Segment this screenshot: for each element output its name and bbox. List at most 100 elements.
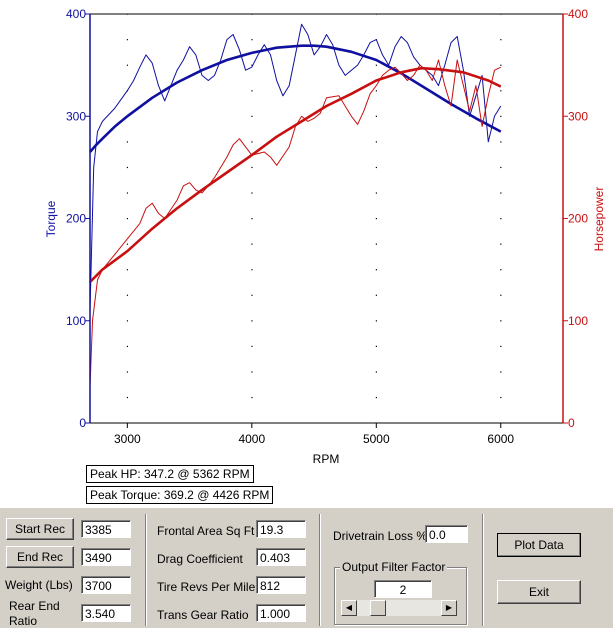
axes: 3000 4000 5000 6000010020030040001002003004… — [66, 7, 588, 446]
drivetrain-loss-label: Drivetrain Loss % — [333, 529, 428, 543]
grid-dot — [251, 141, 253, 143]
grid-dot — [251, 218, 253, 220]
plot-data-button[interactable]: Plot Data — [497, 533, 581, 557]
rear-end-ratio-input[interactable]: 3.540 — [81, 604, 131, 622]
grid-dot — [126, 396, 129, 399]
drivetrain-loss-input[interactable]: 0.0 — [425, 525, 468, 543]
grid-dot — [500, 166, 502, 169]
output-filter-scrollbar[interactable]: ◀ ▶ — [341, 600, 457, 616]
grid-dot — [375, 90, 377, 92]
grid-dot — [375, 269, 377, 271]
right-axis-label: Horsepower — [592, 187, 606, 252]
x-tick-label: 5000 — [363, 432, 390, 446]
grid-dot — [251, 64, 253, 66]
separator — [482, 514, 484, 626]
grid-dot — [126, 13, 129, 15]
x-tick-label: 3000 — [114, 432, 141, 446]
left-tick-label: 400 — [66, 7, 86, 21]
grid-dot — [375, 166, 377, 169]
grid-dot — [500, 371, 502, 373]
grid-dot — [500, 243, 502, 245]
grid-dot — [375, 294, 377, 296]
scroll-right-icon[interactable]: ▶ — [441, 600, 457, 616]
right-tick-label: 400 — [568, 7, 588, 21]
grid-dot — [126, 294, 129, 296]
end-rec-button[interactable]: End Rec — [6, 546, 74, 568]
right-tick-label: 200 — [568, 212, 588, 226]
grid-dot — [126, 320, 129, 322]
separator — [319, 514, 321, 626]
grid-dot — [126, 269, 129, 271]
peak-hp-label: Peak HP: 347.2 @ 5362 RPM — [86, 465, 254, 483]
separator — [145, 514, 147, 626]
plot-area — [89, 13, 564, 424]
scroll-left-icon[interactable]: ◀ — [341, 600, 357, 616]
grid-dot — [126, 166, 129, 169]
grid-dot — [251, 192, 253, 194]
end-rec-input[interactable]: 3490 — [81, 548, 131, 566]
drag-coefficient-input[interactable]: 0.403 — [256, 548, 306, 566]
grid-dot — [251, 90, 253, 92]
grid-dot — [500, 320, 502, 322]
tire-revs-label: Tire Revs Per Mile — [157, 580, 256, 594]
horsepower-smoothed-line — [89, 66, 502, 283]
exit-button[interactable]: Exit — [497, 580, 581, 604]
frontal-area-input[interactable]: 19.3 — [256, 520, 306, 538]
grid-dot — [500, 345, 502, 348]
grid-dot — [251, 396, 253, 399]
grid-dot — [375, 243, 377, 245]
rear-end-label: Rear End — [9, 599, 60, 613]
grid-dot — [126, 218, 129, 220]
output-filter-value: 2 — [374, 580, 432, 598]
scroll-thumb[interactable] — [370, 600, 387, 616]
grid-dot — [251, 320, 253, 322]
torque-smoothed-line — [89, 44, 502, 153]
grid-dot — [126, 345, 129, 348]
grid-dot — [375, 64, 377, 66]
peak-torque-label: Peak Torque: 369.2 @ 4426 RPM — [86, 486, 274, 504]
start-rec-button[interactable]: Start Rec — [6, 518, 74, 540]
grid-dot — [251, 166, 253, 169]
x-tick-label: 6000 — [487, 432, 514, 446]
grid-dot — [251, 13, 253, 15]
grid-dot — [251, 115, 253, 117]
grid-dot — [126, 371, 129, 373]
drag-coefficient-label: Drag Coefficient — [157, 552, 243, 566]
grid-dot — [126, 192, 129, 194]
frontal-area-label: Frontal Area Sq Ft — [157, 524, 255, 538]
grid-dot — [126, 243, 129, 245]
grid-dot — [375, 320, 377, 322]
left-tick-label: 100 — [66, 314, 86, 328]
grid-dot — [375, 345, 377, 348]
start-rec-input[interactable]: 3385 — [81, 520, 131, 538]
grid-dot — [375, 371, 377, 373]
grid-dot — [375, 192, 377, 194]
weight-label: Weight (Lbs) — [5, 578, 73, 592]
grid-dot — [375, 396, 377, 399]
output-filter-label: Output Filter Factor — [340, 560, 448, 574]
left-tick-label: 200 — [66, 212, 86, 226]
grid-dot — [251, 371, 253, 373]
rear-end-label-ratio: Ratio — [9, 614, 38, 628]
grid-dot — [126, 141, 129, 143]
grid-dot — [500, 218, 502, 220]
x-tick-label: 4000 — [238, 432, 265, 446]
grid-dot — [375, 13, 377, 15]
grid-dot — [251, 294, 253, 296]
grid-dot — [500, 141, 502, 143]
grid-dot — [500, 13, 502, 15]
left-axis-label: Torque — [44, 200, 58, 237]
grid-dot — [251, 345, 253, 348]
weight-input[interactable]: 3700 — [81, 576, 131, 594]
grid-dot — [126, 39, 129, 41]
tire-revs-input[interactable]: 812 — [256, 576, 306, 594]
grid-dot — [500, 39, 502, 41]
left-tick-label: 300 — [66, 109, 86, 123]
trans-gear-input[interactable]: 1.000 — [256, 604, 306, 622]
grid-dot — [500, 396, 502, 399]
grid-dot — [500, 90, 502, 92]
grid-dot — [251, 269, 253, 271]
grid-dot — [375, 115, 377, 117]
control-panel: Start Rec 3385 End Rec 3490 Weight (Lbs)… — [0, 508, 613, 628]
right-tick-label: 0 — [568, 416, 575, 430]
